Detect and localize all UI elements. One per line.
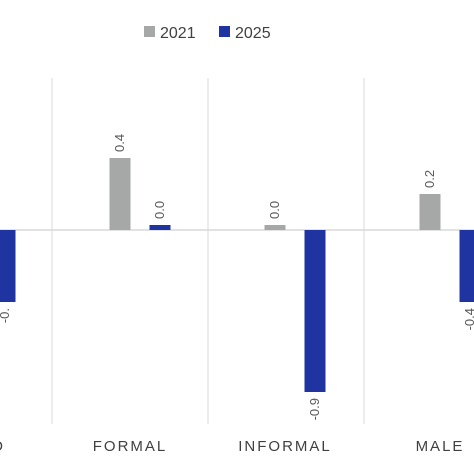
legend-label-2021: 2021 — [160, 25, 196, 42]
data-label-2021-formal: 0.4 — [112, 134, 127, 152]
bar-2025-led — [0, 230, 16, 302]
category-separators — [51, 78, 365, 424]
legend-swatch-2025 — [219, 26, 230, 37]
chart-legend: 2021 2025 — [144, 25, 271, 42]
bar-2021-formal — [109, 158, 131, 230]
data-label-2021-informal: 0.0 — [267, 201, 282, 219]
bar-2025-formal — [149, 225, 171, 230]
data-label-2025-informal: -0.9 — [307, 398, 322, 420]
data-label-2025-formal: 0.0 — [152, 201, 167, 219]
legend-swatch-2021 — [144, 26, 155, 37]
bar-marks: 0.4 0.0 0.2 -0. 0.0 -0.9 -0.4 — [0, 134, 474, 420]
data-label-2025-led: -0. — [0, 308, 12, 323]
bar-2021-informal — [264, 225, 286, 230]
category-label-informal: INFORMAL — [238, 438, 332, 455]
category-labels: LED FORMAL INFORMAL MALE — [0, 438, 465, 455]
bar-2025-male — [459, 230, 474, 302]
data-label-2021-male: 0.2 — [422, 170, 437, 188]
category-label-led: LED — [0, 438, 5, 455]
bar-2025-informal — [304, 230, 326, 392]
data-label-2025-male: -0.4 — [462, 308, 474, 330]
bar-2021-male — [419, 194, 441, 230]
legend-label-2025: 2025 — [235, 25, 271, 42]
category-label-male: MALE — [416, 438, 465, 455]
category-label-formal: FORMAL — [93, 438, 168, 455]
